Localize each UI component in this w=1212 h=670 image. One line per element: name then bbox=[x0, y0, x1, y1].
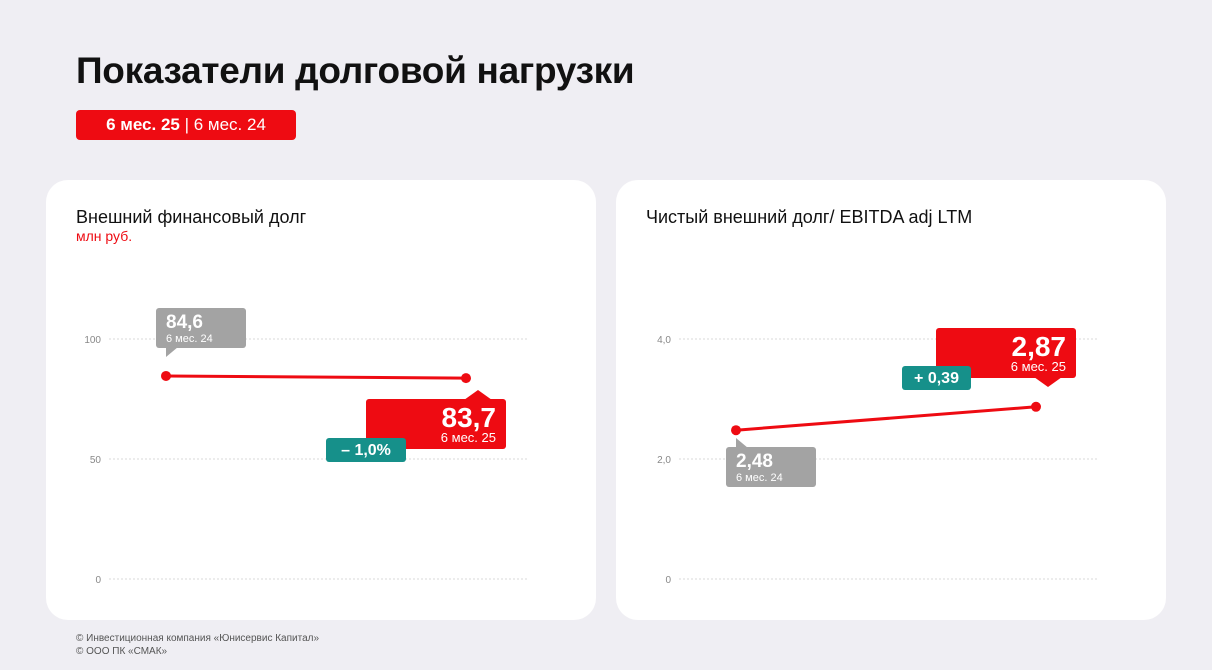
label-pointer bbox=[736, 438, 748, 448]
chart-net-debt-ebitda: 02,04,02,486 мес. 242,876 мес. 25+ 0,39 bbox=[657, 328, 1099, 586]
change-badge bbox=[326, 438, 406, 462]
data-point-previous bbox=[161, 370, 171, 381]
y-tick-label: 2,0 bbox=[657, 455, 671, 466]
change-badge bbox=[902, 366, 971, 390]
chart-card-net-debt-ebitda: Чистый внешний долг/ EBITDA adj LTM 0 2,0… bbox=[616, 180, 1166, 620]
chart-title: Внешний финансовый долг bbox=[76, 207, 307, 227]
period-badge: 6 мес. 25 | 6 мес. 24 bbox=[76, 110, 296, 140]
period-current: 6 мес. 25 bbox=[106, 115, 180, 134]
y-tick-label: 0 bbox=[665, 575, 671, 586]
data-label-current: 2,876 мес. 25 bbox=[936, 328, 1076, 387]
data-label-previous: 2,486 мес. 24 bbox=[726, 438, 816, 487]
data-label-current: 83,76 мес. 25 bbox=[366, 390, 506, 449]
change-badge-label: + 0,39 bbox=[914, 370, 959, 387]
page-title: Показатели долговой нагрузки bbox=[76, 50, 635, 91]
change-badge-label: – 1,0% bbox=[341, 442, 391, 459]
y-tick-label: 100 bbox=[84, 335, 101, 346]
footer-copyright-2: © ООО ПК «СМАК» bbox=[76, 646, 168, 657]
chart-unit: млн руб. bbox=[76, 228, 133, 244]
series-line bbox=[164, 374, 468, 380]
data-label-period: 6 мес. 25 bbox=[1011, 359, 1066, 374]
footer-copyright-1: © Инвестиционная компания «Юнисервис Кап… bbox=[76, 633, 320, 644]
data-label-value: 83,7 bbox=[442, 402, 497, 433]
data-point-current bbox=[1031, 401, 1041, 412]
series-line bbox=[734, 405, 1038, 432]
data-label-period: 6 мес. 25 bbox=[441, 430, 496, 445]
period-previous: 6 мес. 24 bbox=[193, 115, 266, 134]
y-tick-label: 50 bbox=[90, 455, 102, 466]
label-pointer bbox=[464, 390, 492, 400]
label-box bbox=[936, 328, 1076, 378]
chart-title: Чистый внешний долг/ EBITDA adj LTM bbox=[646, 207, 973, 227]
label-box bbox=[156, 308, 246, 348]
label-box bbox=[366, 399, 506, 449]
data-label-value: 2,87 bbox=[1012, 331, 1067, 362]
label-pointer bbox=[1034, 377, 1062, 387]
data-label-value: 2,48 bbox=[736, 451, 773, 472]
data-label-value: 84,6 bbox=[166, 312, 203, 333]
label-box bbox=[726, 447, 816, 487]
data-point-previous bbox=[731, 425, 741, 436]
data-label-previous: 84,66 мес. 24 bbox=[156, 308, 246, 357]
data-point-current bbox=[461, 373, 471, 384]
y-tick-label: 0 bbox=[95, 575, 101, 586]
label-pointer bbox=[166, 347, 178, 357]
data-label-period: 6 мес. 24 bbox=[736, 472, 783, 484]
data-label-period: 6 мес. 24 bbox=[166, 333, 213, 345]
period-separator: | bbox=[179, 115, 194, 134]
chart-card-external-debt: Внешний финансовый долг млн руб. 0 50 100 8… bbox=[46, 180, 596, 620]
y-tick-label: 4,0 bbox=[657, 335, 671, 346]
